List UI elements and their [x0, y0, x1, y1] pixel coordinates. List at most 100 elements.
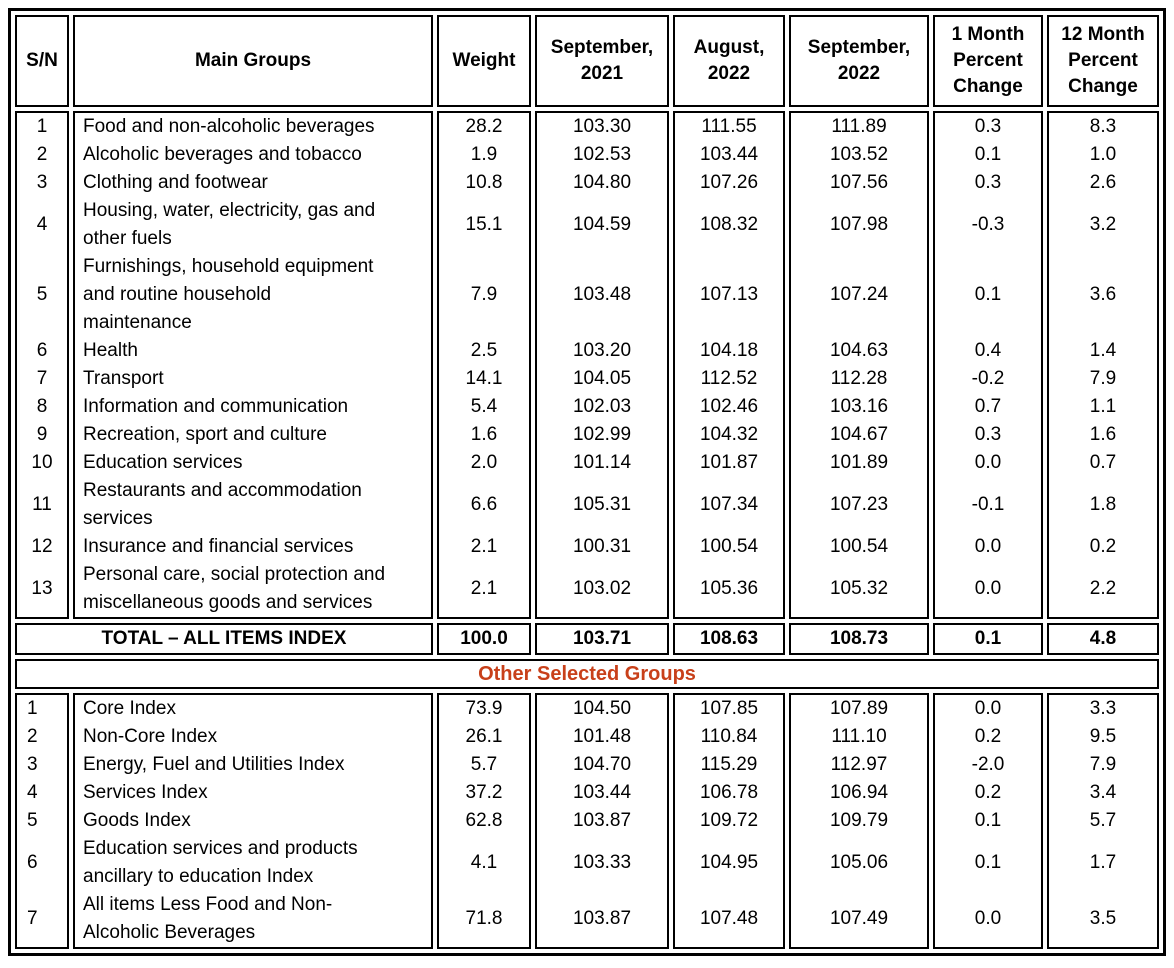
main-row-3-sn: 4: [36, 214, 48, 235]
other-column-sn: 1 2 3 4 5 6 7: [15, 693, 69, 949]
main-row-8-aug_2022: 104.32: [699, 424, 759, 445]
header-row: S/N Main Groups Weight September, 2021 Augus…: [15, 15, 1159, 107]
main-row-6-sn: 7: [36, 368, 48, 389]
main-row-0-name: Food and non-alcoholic beverages: [83, 116, 375, 137]
main-row-5-weight: 2.5: [470, 340, 498, 361]
other-row-6-sn: 7: [27, 908, 38, 929]
other-row-2-aug_2022: 115.29: [700, 754, 758, 775]
main-row-10-sep_2021: 105.31: [572, 494, 632, 515]
main-row-9-weight: 2.0: [470, 452, 498, 473]
main-row-10-aug_2022: 107.34: [699, 494, 759, 515]
main-row-9-change_12m: 0.7: [1089, 452, 1117, 473]
other-row-6-name: All items Less Food and Non- Alcoholic B…: [83, 894, 333, 943]
total-weight: 100.0: [437, 623, 531, 655]
main-row-2-weight: 10.8: [465, 172, 503, 193]
main-row-6-sep_2021: 104.05: [572, 368, 632, 389]
other-row-1-sep_2021: 101.48: [572, 726, 632, 747]
main-column-name: Food and non-alcoholic beverages Alcoholi…: [73, 111, 433, 619]
main-row-3-weight: 15.1: [465, 214, 503, 235]
main-row-4-aug_2022: 107.13: [699, 284, 759, 305]
main-row-11-sn: 12: [31, 536, 53, 557]
main-row-10-weight: 6.6: [470, 494, 498, 515]
main-row-3-aug_2022: 108.32: [699, 214, 759, 235]
other-row-0-sep_2021: 104.50: [572, 698, 632, 719]
main-row-5-change_1m: 0.4: [974, 340, 1002, 361]
main-row-8-change_12m: 1.6: [1089, 424, 1117, 445]
main-row-4-sn: 5: [36, 284, 48, 305]
cpi-table: S/N Main Groups Weight September, 2021 Augus…: [8, 8, 1166, 956]
other-row-2-change_1m: -2.0: [971, 754, 1005, 775]
main-row-1-aug_2022: 103.44: [699, 144, 759, 165]
main-row-5-name: Health: [83, 340, 138, 361]
total-1m-change: 0.1: [933, 623, 1043, 655]
total-sep-2021: 103.71: [535, 623, 669, 655]
other-row-2-name: Energy, Fuel and Utilities Index: [83, 754, 345, 775]
other-row-0-sep_2022: 107.89: [829, 698, 889, 719]
other-row-2-sn: 3: [27, 754, 38, 775]
main-row-3-name: Housing, water, electricity, gas and oth…: [83, 200, 376, 249]
main-row-8-sep_2022: 104.67: [829, 424, 889, 445]
main-column-change_1m: 0.3 0.1 0.3 -0.3 0.1 0.4 -0.2 0.7 0.3 0.0 -0.1 0.0 0…: [933, 111, 1043, 619]
other-row-3-name: Services Index: [83, 782, 208, 803]
header-cell-2: Weight: [437, 15, 531, 107]
main-row-3-change_12m: 3.2: [1089, 214, 1117, 235]
main-row-5-sn: 6: [36, 340, 48, 361]
main-row-11-aug_2022: 100.54: [699, 536, 759, 557]
main-row-1-sn: 2: [36, 144, 48, 165]
other-row-6-change_12m: 3.5: [1089, 908, 1117, 929]
main-row-1-sep_2021: 102.53: [572, 144, 632, 165]
other-row-4-aug_2022: 109.72: [699, 810, 759, 831]
main-row-2-sep_2022: 107.56: [829, 172, 889, 193]
main-row-7-name: Information and communication: [83, 396, 349, 417]
other-row-0-change_1m: 0.0: [974, 698, 1002, 719]
other-row-3-sep_2021: 103.44: [572, 782, 632, 803]
other-row-2-change_12m: 7.9: [1089, 754, 1117, 775]
other-row-5-name: Education services and products ancillar…: [83, 838, 358, 887]
main-row-3-sep_2022: 107.98: [829, 214, 889, 235]
other-row-3-sn: 4: [27, 782, 38, 803]
main-column-aug_2022: 111.55 103.44 107.26 108.32 107.13 104.18 112.…: [673, 111, 785, 619]
other-row-5-sep_2022: 105.06: [829, 852, 889, 873]
main-row-10-change_12m: 1.8: [1089, 494, 1117, 515]
main-row-8-name: Recreation, sport and culture: [83, 424, 327, 445]
other-row-3-weight: 37.2: [465, 782, 503, 803]
banner-row: Other Selected Groups: [15, 659, 1159, 689]
other-row-3-sep_2022: 106.94: [829, 782, 889, 803]
other-groups-section: 1 2 3 4 5 6 7 Core Index Non-Core Index Energy, F…: [15, 693, 1159, 949]
main-row-12-change_12m: 2.2: [1089, 578, 1117, 599]
other-row-6-sep_2022: 107.49: [829, 908, 889, 929]
main-row-12-weight: 2.1: [470, 578, 498, 599]
main-row-1-sep_2022: 103.52: [829, 144, 889, 165]
main-row-0-weight: 28.2: [465, 116, 503, 137]
main-row-6-change_1m: -0.2: [971, 368, 1005, 389]
total-row: TOTAL – ALL ITEMS INDEX 100.0 103.71 108…: [15, 623, 1159, 655]
main-row-9-sep_2021: 101.14: [572, 452, 632, 473]
main-row-0-sep_2021: 103.30: [572, 116, 632, 137]
other-column-weight: 73.9 26.1 5.7 37.2 62.8 4.1 71.8: [437, 693, 531, 949]
main-row-0-change_1m: 0.3: [974, 116, 1002, 137]
main-row-8-change_1m: 0.3: [974, 424, 1002, 445]
main-row-10-sep_2022: 107.23: [829, 494, 889, 515]
other-row-4-sn: 5: [27, 810, 38, 831]
main-column-change_12m: 8.3 1.0 2.6 3.2 3.6 1.4 7.9 1.1 1.6 0.7 1.8 0.2 2.2: [1047, 111, 1159, 619]
header-cell-3: September, 2021: [535, 15, 669, 107]
header-cell-5: September, 2022: [789, 15, 929, 107]
main-row-4-sep_2021: 103.48: [572, 284, 632, 305]
other-row-3-change_1m: 0.2: [974, 782, 1002, 803]
main-row-7-sep_2022: 103.16: [829, 396, 889, 417]
other-column-aug_2022: 107.85 110.84 115.29 106.78 109.72 104.95 107.…: [673, 693, 785, 949]
main-row-11-change_1m: 0.0: [974, 536, 1002, 557]
other-column-sep_2022: 107.89 111.10 112.97 106.94 109.79 105.06 107.…: [789, 693, 929, 949]
total-label: TOTAL – ALL ITEMS INDEX: [15, 623, 433, 655]
other-row-0-aug_2022: 107.85: [699, 698, 759, 719]
main-row-1-change_1m: 0.1: [974, 144, 1002, 165]
main-row-12-sep_2022: 105.32: [829, 578, 889, 599]
main-row-12-name: Personal care, social protection and mis…: [83, 564, 386, 613]
other-row-5-change_12m: 1.7: [1089, 852, 1117, 873]
main-column-sn: 1 2 3 4 5 6 7 8 9 10 11 12 13: [15, 111, 69, 619]
main-row-4-change_12m: 3.6: [1089, 284, 1117, 305]
other-row-5-change_1m: 0.1: [974, 852, 1002, 873]
other-row-1-sep_2022: 111.10: [831, 726, 887, 747]
other-row-4-sep_2021: 103.87: [572, 810, 632, 831]
main-row-6-change_12m: 7.9: [1089, 368, 1117, 389]
